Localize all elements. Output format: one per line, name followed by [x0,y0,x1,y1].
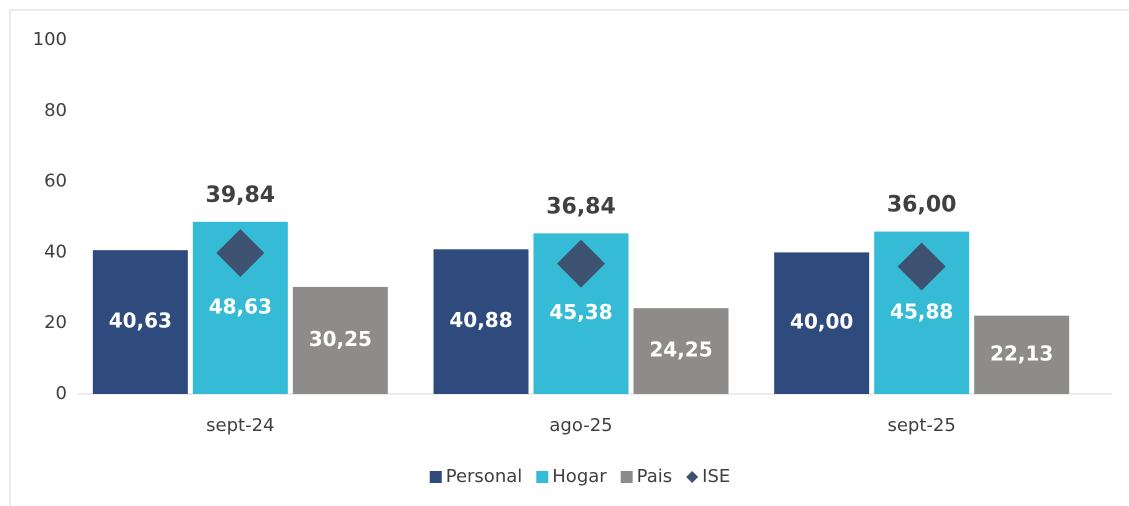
y-tick-label: 40 [44,241,67,262]
bar [774,252,870,394]
legend-swatch [620,471,633,483]
bar [633,308,729,394]
legend-label: Hogar [552,466,607,487]
legend-swatch [536,471,549,483]
legend-marker [686,471,699,483]
legend-label: Pais [637,466,672,487]
bar [433,249,529,394]
y-tick-label: 0 [56,383,67,404]
y-tick-label: 60 [44,171,67,192]
x-tick-label: sept-25 [887,415,955,436]
marker [557,239,605,288]
y-tick-label: 100 [33,29,67,50]
data-label: 40,88 [449,308,512,332]
y-tick-label: 80 [44,100,67,121]
data-label: 40,00 [790,310,853,334]
bar [974,315,1070,394]
chart-frame [9,9,1129,506]
bar [292,286,388,394]
data-label: 24,25 [649,338,712,362]
data-label: 22,13 [990,341,1053,365]
legend-label: Personal [446,466,523,487]
data-label: 36,84 [546,194,616,219]
x-tick-label: sept-24 [206,415,274,436]
data-label: 45,88 [890,299,953,323]
marker [216,228,265,277]
data-label: 39,84 [206,183,276,208]
x-tick-label: ago-25 [549,415,612,436]
legend-swatch [429,471,442,483]
legend-label: ISE [702,466,730,487]
data-label: 45,38 [549,300,612,324]
data-label: 40,63 [109,309,172,333]
data-label: 48,63 [209,294,272,318]
bar [92,250,188,394]
y-tick-label: 20 [44,312,67,333]
marker [897,242,946,291]
data-label: 36,00 [887,193,957,218]
data-label: 30,25 [309,327,372,351]
